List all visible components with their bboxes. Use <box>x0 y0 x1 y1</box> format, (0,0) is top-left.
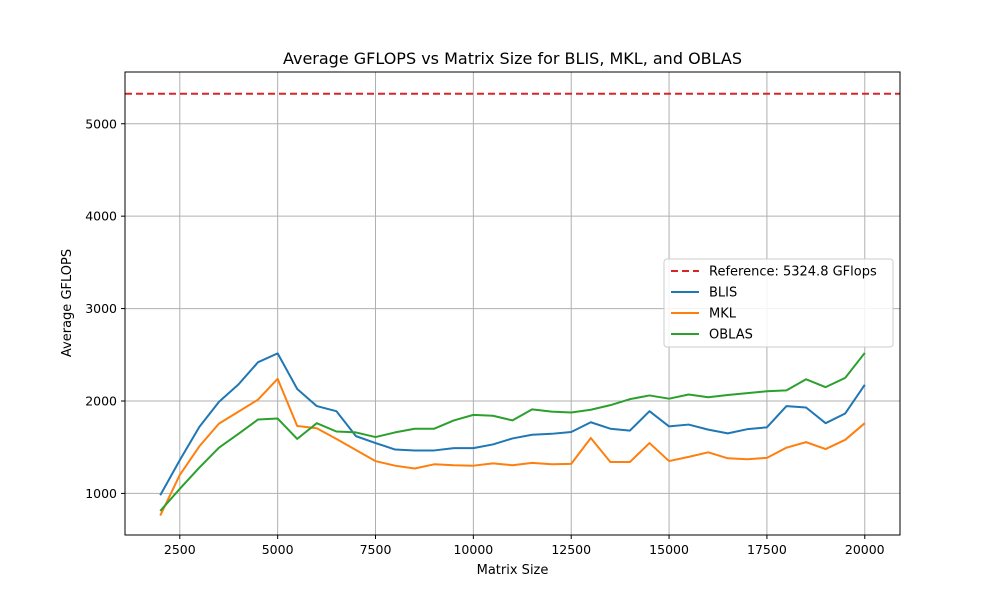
x-axis-label: Matrix Size <box>477 563 549 578</box>
x-tick-label: 10000 <box>453 542 493 557</box>
x-tick-label: 5000 <box>262 542 294 557</box>
x-tick-label: 2500 <box>164 542 196 557</box>
legend-label: OBLAS <box>709 328 753 343</box>
legend-label: MKL <box>709 307 737 322</box>
x-tick-label: 12500 <box>551 542 591 557</box>
series-line-blis <box>159 352 866 496</box>
y-tick-label: 3000 <box>85 301 117 316</box>
series-line-oblas <box>159 352 866 512</box>
x-tick-label: 17500 <box>747 542 787 557</box>
y-tick-label: 2000 <box>85 393 117 408</box>
y-tick-label: 5000 <box>85 116 117 131</box>
chart-title: Average GFLOPS vs Matrix Size for BLIS, … <box>283 49 742 68</box>
legend-frame <box>663 258 894 348</box>
x-tick-label: 20000 <box>845 542 885 557</box>
series-layer <box>159 352 866 517</box>
y-axis-label: Average GFLOPS <box>60 249 75 357</box>
x-tick-label: 15000 <box>649 542 689 557</box>
series-line-mkl <box>159 377 866 517</box>
y-tick-label: 1000 <box>85 486 117 501</box>
y-tick-label: 4000 <box>85 209 117 224</box>
legend: Reference: 5324.8 GFlops BLIS MKL OBLAS <box>663 258 894 348</box>
legend-label: BLIS <box>709 286 737 301</box>
x-tick-label: 7500 <box>360 542 392 557</box>
axis-ticks: 2500 5000 7500 10000 12500 15000 17500 20000 100… <box>85 116 885 557</box>
legend-label: Reference: 5324.8 GFlops <box>709 265 877 280</box>
plot-area-frame <box>124 71 901 536</box>
